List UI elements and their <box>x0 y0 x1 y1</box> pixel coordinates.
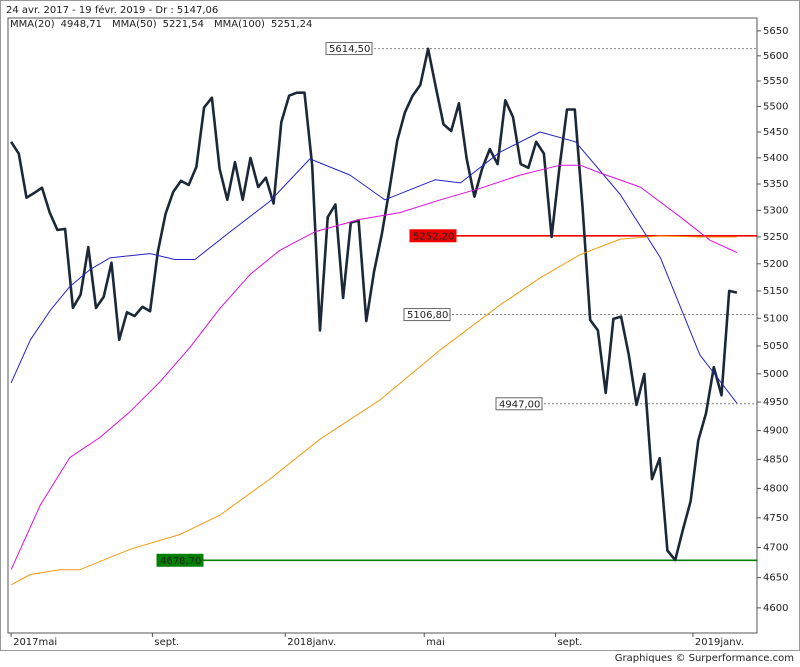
legend-value: 5221,54 <box>163 19 204 30</box>
price-line <box>10 47 738 562</box>
y-tick-label: 4850 <box>763 454 788 465</box>
reference-label: 5614,50 <box>329 44 370 55</box>
y-tick-label: 5500 <box>763 101 788 112</box>
y-tick-label: 5000 <box>763 369 788 380</box>
legend-name: MMA(50) <box>112 19 157 30</box>
legend-name: MMA(20) <box>10 19 55 30</box>
x-tick-label: sept. <box>557 637 582 648</box>
y-tick-label: 5100 <box>763 313 788 324</box>
y-tick-label: 5150 <box>763 286 788 297</box>
y-tick-label: 5600 <box>763 51 788 62</box>
y-tick-label: 4750 <box>763 513 788 524</box>
reference-label: 4947,00 <box>499 399 540 410</box>
footer: Graphiques © Surperformance.com <box>615 653 794 664</box>
y-tick-label: 5050 <box>763 341 788 352</box>
y-tick-label: 4650 <box>763 573 788 584</box>
y-tick-label: 4900 <box>763 426 788 437</box>
y-tick-label: 5650 <box>763 26 788 37</box>
legend-name: MMA(100) <box>214 19 265 30</box>
reference-label-box <box>156 553 204 567</box>
legend-value: 4948,71 <box>61 19 102 30</box>
reference-label-box <box>403 308 451 322</box>
y-tick-label: 4800 <box>763 483 788 494</box>
moving-average-line <box>10 131 738 404</box>
reference-label-box <box>495 397 543 411</box>
x-tick-label: 2019janv. <box>695 637 744 648</box>
reference-label: 4678,70 <box>160 556 201 567</box>
y-tick-label: 4700 <box>763 543 788 554</box>
y-tick-label: 4600 <box>763 603 788 614</box>
moving-average-line <box>10 235 737 586</box>
chart-title: 24 avr. 2017 - 19 févr. 2019 - Dr : 5147… <box>6 4 218 16</box>
reference-label-box <box>409 229 457 243</box>
y-tick-label: 5350 <box>763 179 788 190</box>
x-tick-label: 2017mai <box>13 637 57 648</box>
y-tick-label: 4950 <box>763 397 788 408</box>
y-tick-label: 5200 <box>763 259 788 270</box>
plot-area <box>7 17 758 634</box>
y-tick-label: 5300 <box>763 205 788 216</box>
legend-value: 5251,24 <box>271 19 312 30</box>
reference-label: 5252,20 <box>413 231 454 242</box>
y-tick-label: 5400 <box>763 153 788 164</box>
y-tick-label: 5450 <box>763 127 788 138</box>
reference-label-box <box>325 42 373 56</box>
reference-label: 5106,80 <box>407 310 448 321</box>
x-tick-label: mai <box>426 637 445 648</box>
y-tick-label: 5550 <box>763 76 788 87</box>
y-tick-label: 5250 <box>763 232 788 243</box>
moving-average-line <box>10 164 738 570</box>
x-tick-label: sept. <box>154 637 179 648</box>
x-tick-label: 2018janv. <box>287 637 336 648</box>
